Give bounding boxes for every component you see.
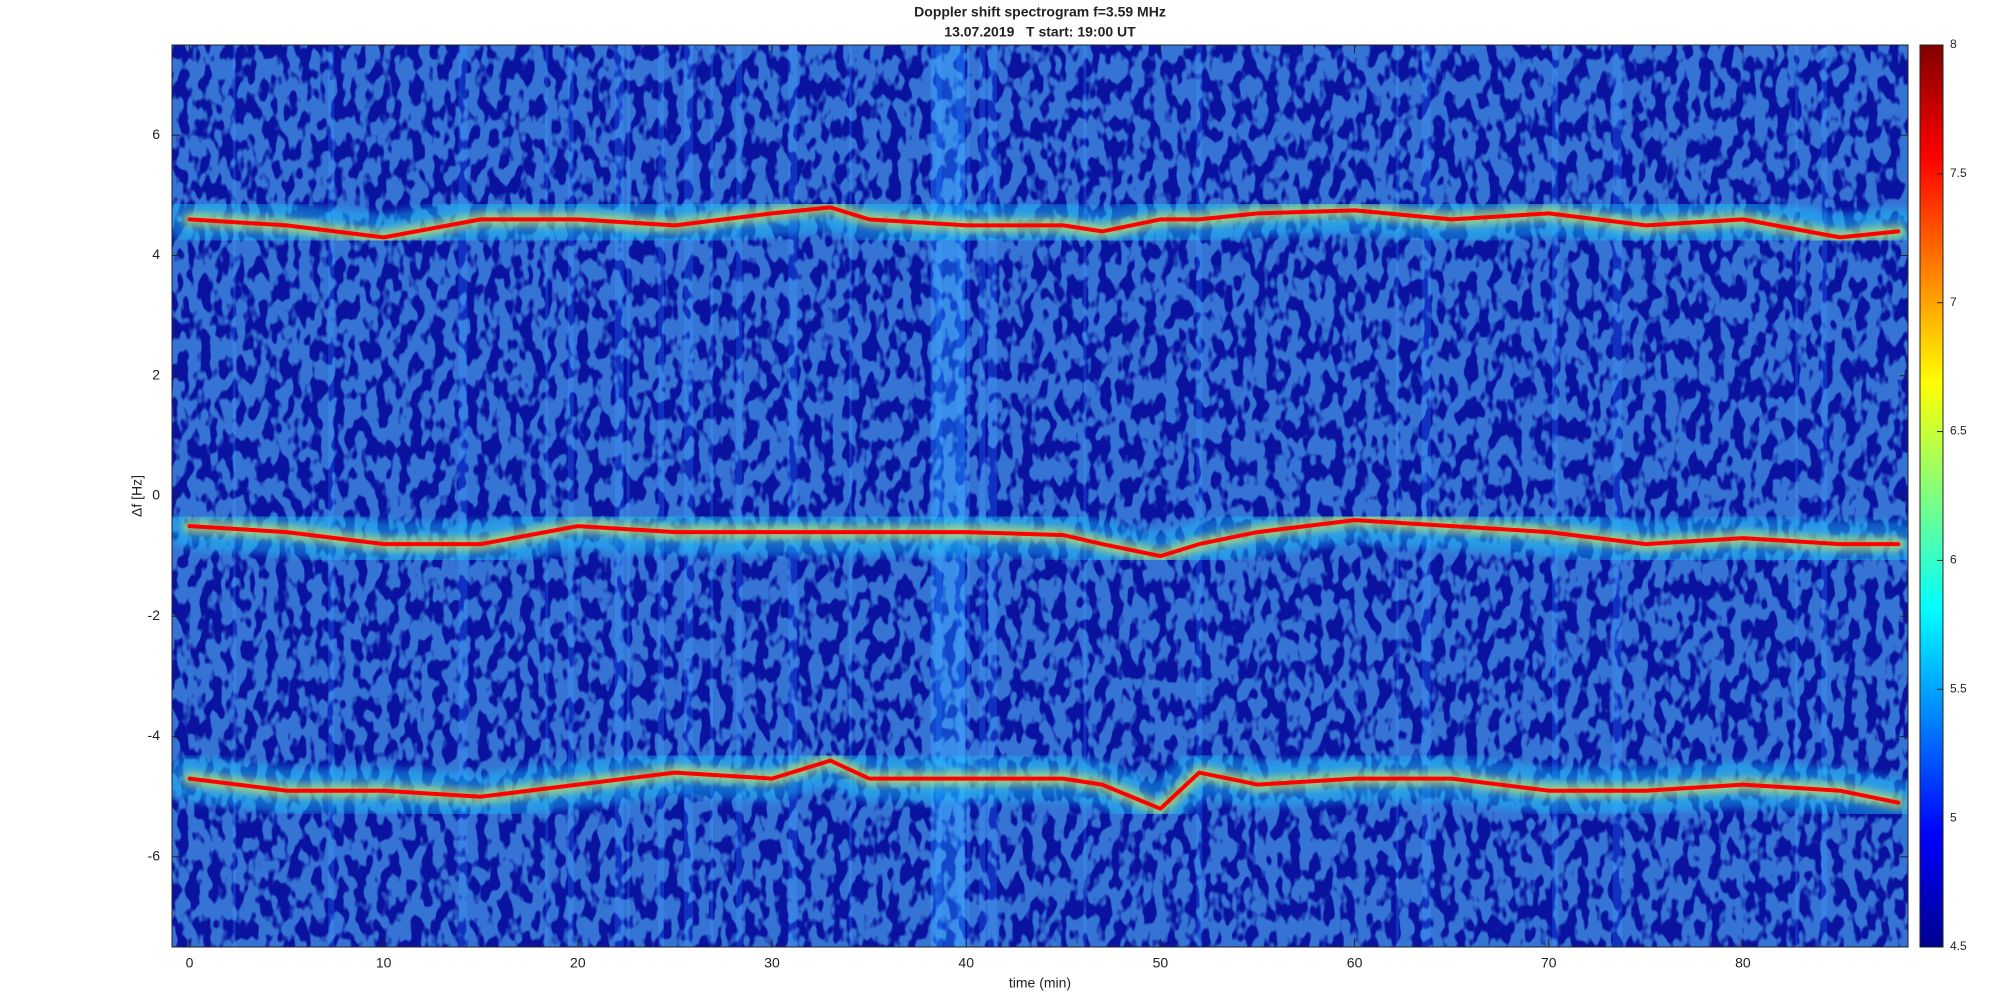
colorbar-tick-label: 6.5 bbox=[1950, 424, 1967, 438]
trace bbox=[187, 205, 1901, 240]
y-tick-label: 0 bbox=[152, 487, 160, 503]
x-axis-label: time (min) bbox=[1009, 975, 1071, 991]
traces bbox=[172, 184, 1908, 832]
y-tick-label: 6 bbox=[152, 126, 160, 142]
y-axis-label: Δf [Hz] bbox=[129, 475, 145, 517]
chart-subtitle: 13.07.2019 T start: 19:00 UT bbox=[944, 24, 1136, 40]
plot-area bbox=[172, 45, 1908, 947]
colorbar-tick-label: 7.5 bbox=[1950, 166, 1967, 180]
colorbar bbox=[1919, 44, 1944, 948]
colorbar-tick-label: 5.5 bbox=[1950, 681, 1967, 695]
trace bbox=[187, 518, 1901, 559]
x-tick-label: 40 bbox=[958, 955, 974, 971]
x-tick-label: 80 bbox=[1735, 955, 1751, 971]
x-tick-label: 10 bbox=[376, 955, 392, 971]
y-tick-label: 2 bbox=[152, 366, 160, 382]
x-tick-label: 70 bbox=[1541, 955, 1557, 971]
x-tick-label: 50 bbox=[1153, 955, 1169, 971]
x-tick-label: 30 bbox=[764, 955, 780, 971]
colorbar-tick-label: 8 bbox=[1950, 37, 1957, 51]
y-tick-label: -6 bbox=[148, 848, 161, 864]
x-tick-label: 20 bbox=[570, 955, 586, 971]
trace bbox=[187, 758, 1901, 811]
y-tick-label: 4 bbox=[152, 246, 160, 262]
x-tick-label: 60 bbox=[1347, 955, 1363, 971]
colorbar-tick-label: 7 bbox=[1950, 295, 1957, 309]
chart-title: Doppler shift spectrogram f=3.59 MHz bbox=[914, 4, 1166, 20]
y-tick-label: -2 bbox=[148, 607, 161, 623]
y-tick-label: -4 bbox=[148, 727, 161, 743]
colorbar-tick-label: 5 bbox=[1950, 810, 1957, 824]
x-tick-label: 0 bbox=[186, 955, 194, 971]
colorbar-tick-label: 6 bbox=[1950, 553, 1957, 567]
colorbar-tick-label: 4.5 bbox=[1950, 939, 1967, 953]
